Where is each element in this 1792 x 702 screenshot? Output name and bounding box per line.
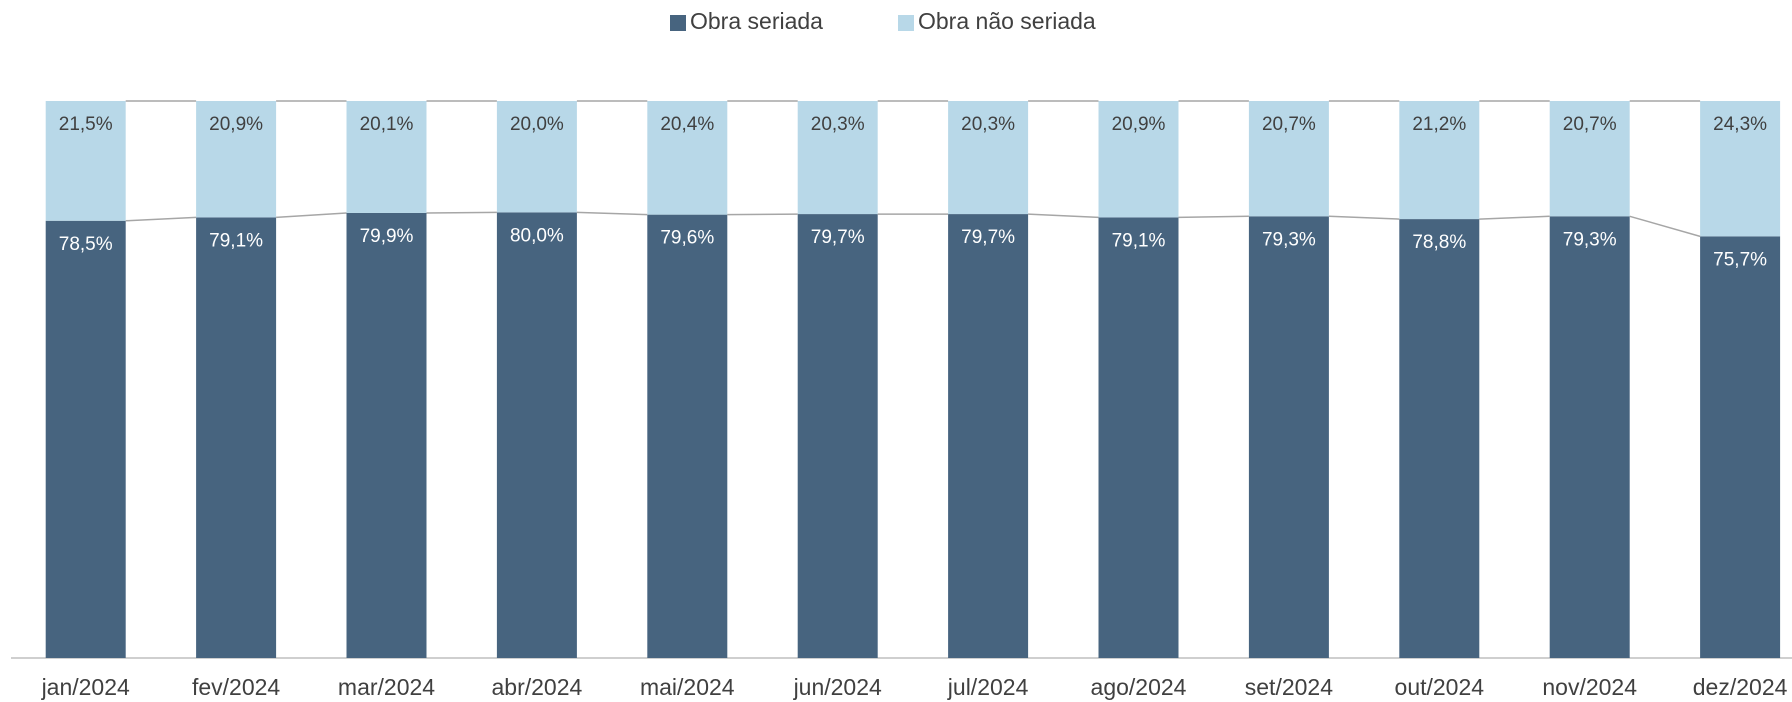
legend-swatch — [670, 15, 686, 31]
data-label: 20,4% — [660, 114, 714, 135]
bar-segment — [1700, 236, 1781, 658]
series-line — [426, 211, 497, 214]
data-label: 20,9% — [209, 114, 263, 135]
bar-segment — [196, 217, 277, 658]
bar-segment — [797, 214, 878, 659]
bar-segment — [45, 101, 126, 221]
bar-segment — [196, 101, 277, 218]
bar-segment — [1549, 216, 1630, 658]
x-tick-label: fev/2024 — [192, 674, 280, 700]
x-tick-label: jul/2024 — [947, 674, 1029, 700]
x-tick-label: jan/2024 — [41, 674, 130, 700]
data-label: 21,2% — [1412, 114, 1466, 135]
bar-segment — [797, 101, 878, 215]
bar-segment — [496, 212, 577, 658]
data-label: 78,5% — [59, 234, 113, 255]
data-label: 79,1% — [209, 230, 263, 251]
data-label: 79,3% — [1563, 229, 1617, 250]
x-tick-label: dez/2024 — [1693, 674, 1788, 700]
x-tick-label: set/2024 — [1245, 674, 1333, 700]
series-line — [576, 211, 648, 216]
bar-segment — [1549, 101, 1630, 217]
data-label: 79,7% — [961, 227, 1015, 248]
data-label: 80,0% — [510, 225, 564, 246]
data-label: 79,3% — [1262, 229, 1316, 250]
bar-segment — [1399, 219, 1480, 659]
bar-segment — [1098, 101, 1179, 218]
bar-segment — [1399, 101, 1480, 220]
data-label: 78,8% — [1412, 232, 1466, 253]
data-label: 75,7% — [1713, 249, 1767, 270]
bar-segment — [496, 101, 577, 213]
legend-swatch — [898, 15, 914, 31]
series-line — [125, 216, 197, 222]
data-label: 79,1% — [1112, 230, 1166, 251]
data-label: 20,7% — [1262, 114, 1316, 135]
data-label: 20,3% — [811, 114, 865, 135]
series-line — [1479, 215, 1550, 220]
x-tick-label: out/2024 — [1395, 674, 1485, 700]
data-label: 20,3% — [961, 114, 1015, 135]
series-line — [1328, 215, 1400, 220]
x-tick-label: abr/2024 — [491, 674, 582, 700]
data-label: 79,7% — [811, 227, 865, 248]
bar-segment — [647, 101, 728, 215]
bar-segment — [948, 101, 1029, 215]
data-label: 24,3% — [1713, 114, 1767, 135]
data-label: 21,5% — [59, 114, 113, 135]
bar-segment — [1098, 217, 1179, 658]
x-tick-label: mai/2024 — [640, 674, 735, 700]
series-line — [1178, 215, 1249, 219]
data-label: 79,9% — [360, 226, 414, 247]
legend-label: Obra não seriada — [918, 8, 1096, 34]
series-line — [1629, 215, 1701, 238]
x-tick-label: nov/2024 — [1542, 674, 1637, 700]
bar-segment — [948, 214, 1029, 659]
data-label: 20,1% — [360, 114, 414, 135]
x-tick-label: ago/2024 — [1091, 674, 1187, 700]
x-tick-label: jun/2024 — [793, 674, 882, 700]
bar-segment — [346, 101, 427, 213]
x-tick-label: mar/2024 — [338, 674, 435, 700]
legend-label: Obra seriada — [690, 8, 823, 34]
data-label: 20,7% — [1563, 114, 1617, 135]
bar-segment — [647, 214, 728, 659]
bar-segment — [1248, 216, 1329, 658]
series-line — [276, 212, 347, 219]
bar-segment — [1248, 101, 1329, 217]
bar-segment — [45, 220, 126, 658]
data-label: 79,6% — [660, 228, 714, 249]
data-label: 20,9% — [1112, 114, 1166, 135]
bar-segment — [346, 212, 427, 658]
series-line — [727, 213, 798, 216]
data-label: 20,0% — [510, 114, 564, 135]
bar-segment — [1700, 101, 1781, 237]
series-line — [1028, 213, 1099, 219]
